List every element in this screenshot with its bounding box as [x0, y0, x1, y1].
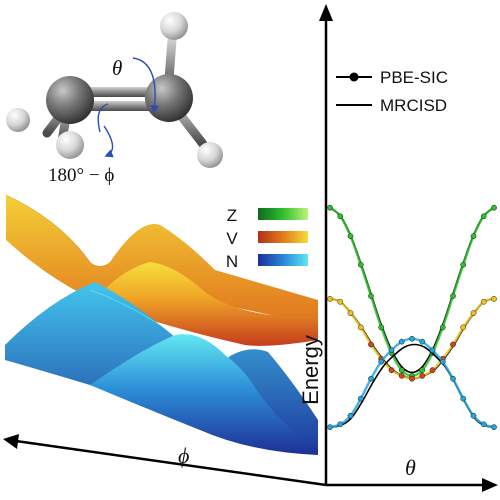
pbe-sic-point-z [419, 367, 426, 373]
pbe-sic-point-z [398, 367, 405, 373]
pbe-sic-point-n [491, 424, 497, 430]
legend-label-z: Z [227, 206, 237, 225]
ethylene-molecule: θ 180° − ϕ [6, 12, 223, 186]
pbe-sic-point-n [439, 358, 446, 365]
pbe-sic-point-z [460, 261, 467, 268]
pbe-sic-point-n [357, 395, 364, 402]
pbe-sic-point-n [327, 424, 333, 430]
carbon-atom-1 [46, 76, 94, 124]
pbe-sic-point-v [398, 373, 405, 379]
legend-swatch-z [258, 208, 308, 220]
pbe-sic-point-v [460, 324, 467, 331]
phi-axis-label: ϕ [178, 443, 189, 468]
n-surface-ridge [89, 289, 161, 326]
pbe-sic-point-z [480, 213, 487, 220]
pbe-sic-point-n [409, 335, 415, 342]
legend-label-n: N [226, 252, 238, 271]
energy-axis-arrowhead [319, 4, 333, 21]
theta-axis-label: θ [405, 455, 416, 480]
mrcisd-curve-n [329, 343, 495, 428]
surface-legend: Z V N [226, 206, 308, 271]
pbe-sic-point-v [429, 367, 436, 373]
twist-angle-label: 180° − ϕ [48, 165, 114, 186]
axes: Energy ϕ θ [3, 4, 498, 492]
pbe-sic-point-v [337, 298, 344, 305]
pbe-sic-point-n [419, 338, 426, 345]
pbe-sic-point-z [368, 293, 374, 299]
pbe-sic-point-n [368, 375, 374, 382]
hydrogen-atom-1 [6, 108, 30, 132]
c-c-double-bond-bottom [72, 101, 168, 111]
hydrogen-atom-2 [56, 131, 84, 159]
theta-rotation-arrow [132, 57, 159, 114]
pbe-sic-point-v [480, 298, 487, 305]
pbe-sic-point-z [327, 204, 333, 211]
pbe-sic-point-z [439, 324, 446, 331]
energy-curves [327, 204, 497, 430]
pbe-sic-point-n [480, 421, 487, 428]
pbe-sic-point-v [409, 375, 415, 382]
pbe-sic-point-z [357, 261, 364, 268]
pbe-sic-point-v [470, 310, 477, 316]
pbe-sic-point-n [450, 375, 456, 382]
carbon-atom-2 [145, 74, 193, 122]
pbe-sic-point-v [450, 341, 456, 348]
twist-arc-arrow [103, 125, 114, 158]
pbe-sic-point-z [347, 233, 354, 240]
legend-marker-pbe-sic [349, 72, 359, 82]
pbe-sic-point-n [337, 421, 344, 428]
pbe-sic-point-v [419, 373, 426, 379]
legend-label-mrcisd: MRCISD [380, 96, 447, 115]
pbe-sic-point-z [470, 233, 477, 240]
energy-surfaces [5, 194, 318, 455]
pbe-sic-point-z [337, 213, 344, 220]
pbe-sic-point-v [388, 367, 395, 373]
pbe-sic-point-v [368, 341, 374, 348]
curve-legend: PBE-SIC MRCISD [336, 68, 448, 115]
pbe-sic-curve-z [329, 206, 495, 378]
pbe-sic-point-z [491, 204, 497, 211]
legend-label-pbe-sic: PBE-SIC [380, 68, 448, 87]
phi-axis-arrowhead [3, 434, 19, 449]
hydrogen-atom-4 [197, 142, 223, 168]
theta-symbol: θ [112, 56, 122, 80]
pbe-sic-point-n [470, 412, 477, 419]
pbe-sic-point-n [429, 347, 436, 354]
pbe-sic-point-v [491, 296, 497, 302]
legend-swatch-v [258, 231, 308, 243]
pbe-sic-point-n [388, 347, 395, 354]
pbe-sic-point-n [460, 395, 467, 402]
v-surface-ridge [5, 194, 91, 263]
pbe-sic-point-z [450, 293, 456, 299]
mrcisd-curve-z [329, 207, 495, 374]
legend-swatch-n [258, 254, 308, 266]
pbe-sic-point-n [347, 412, 354, 419]
twist-arc-inner [97, 103, 109, 133]
pbe-sic-point-n [398, 338, 405, 345]
n-surface-front [90, 334, 318, 455]
pbe-sic-point-n [378, 358, 385, 365]
phi-axis [15, 439, 327, 487]
legend-label-v: V [226, 229, 238, 248]
pbe-sic-point-z [378, 324, 385, 331]
pbe-sic-point-v [347, 310, 354, 316]
pbe-sic-point-v [357, 324, 364, 331]
hydrogen-atom-3 [160, 12, 188, 40]
v-surface-front [95, 262, 318, 346]
pbe-sic-point-v [327, 296, 333, 302]
theta-axis-arrowhead [482, 478, 498, 492]
c-c-double-bond-top [72, 87, 168, 97]
energy-axis-label: Energy [298, 335, 323, 405]
